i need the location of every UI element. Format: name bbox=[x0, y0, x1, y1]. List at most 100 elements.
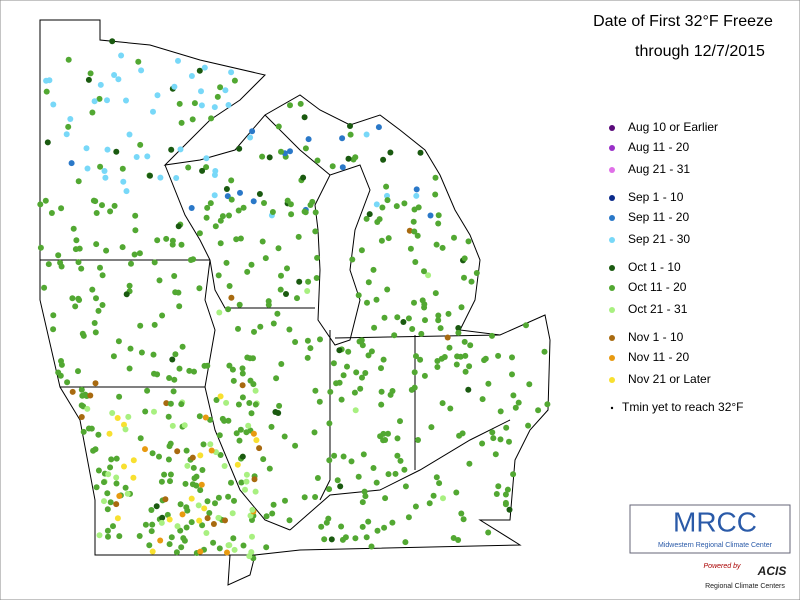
station-dot bbox=[467, 342, 474, 349]
station-dot bbox=[432, 290, 439, 297]
rcc: Regional Climate Centers bbox=[705, 583, 785, 590]
station-dot bbox=[359, 374, 365, 381]
station-dot bbox=[204, 515, 211, 522]
station-dot bbox=[381, 314, 388, 321]
station-dot bbox=[146, 542, 153, 549]
station-dot bbox=[203, 164, 210, 171]
station-dot bbox=[137, 322, 144, 329]
station-dot bbox=[207, 200, 214, 207]
station-dot bbox=[169, 356, 176, 363]
station-dot bbox=[138, 349, 145, 356]
legend-label: Nov 21 or Later bbox=[628, 372, 711, 386]
station-dot bbox=[239, 453, 246, 460]
station-dot bbox=[149, 450, 156, 457]
station-dot bbox=[311, 429, 318, 436]
station-dot bbox=[250, 430, 257, 437]
station-dot bbox=[427, 212, 434, 219]
legend-dot bbox=[609, 145, 615, 151]
station-dot bbox=[339, 164, 346, 171]
station-dot bbox=[294, 295, 300, 302]
station-dot bbox=[297, 100, 304, 107]
station-dot bbox=[252, 488, 259, 495]
station-dot bbox=[43, 77, 50, 84]
station-dot bbox=[173, 549, 180, 556]
station-dot bbox=[136, 250, 143, 257]
station-dot bbox=[272, 409, 279, 415]
station-dot bbox=[337, 483, 344, 490]
station-dot bbox=[127, 345, 134, 352]
station-dot bbox=[176, 100, 183, 107]
station-dot bbox=[75, 295, 82, 302]
station-dot bbox=[392, 470, 399, 477]
legend-dot bbox=[609, 307, 615, 313]
station-dot bbox=[166, 443, 173, 450]
station-dot bbox=[244, 268, 251, 275]
station-dot bbox=[107, 208, 114, 215]
station-dot bbox=[249, 533, 255, 540]
station-dot bbox=[376, 216, 383, 223]
station-dot bbox=[130, 457, 137, 464]
station-dot bbox=[381, 524, 388, 531]
station-dot bbox=[458, 304, 465, 311]
station-dot bbox=[387, 149, 394, 156]
legend-dot bbox=[609, 377, 615, 383]
station-dot bbox=[163, 235, 170, 242]
station-dot bbox=[441, 354, 448, 360]
station-dot bbox=[196, 285, 203, 292]
station-dot bbox=[401, 466, 408, 473]
station-dot bbox=[394, 452, 401, 459]
station-dot bbox=[373, 479, 380, 486]
station-dot bbox=[50, 101, 57, 108]
station-dot bbox=[76, 245, 83, 252]
station-dot bbox=[409, 326, 416, 332]
station-dot bbox=[266, 465, 273, 472]
station-dot bbox=[221, 417, 228, 424]
station-dot bbox=[506, 506, 513, 513]
station-dot bbox=[170, 388, 177, 395]
land bbox=[39, 19, 551, 586]
station-dot bbox=[167, 478, 173, 485]
station-dot bbox=[58, 358, 64, 364]
station-dot bbox=[489, 332, 495, 339]
station-dot bbox=[216, 309, 223, 316]
station-dot bbox=[333, 380, 340, 387]
station-dot bbox=[177, 501, 184, 508]
station-dot bbox=[128, 260, 134, 267]
station-dot bbox=[275, 123, 282, 130]
station-dot bbox=[345, 348, 352, 355]
station-dot bbox=[268, 423, 275, 430]
station-dot bbox=[405, 514, 412, 521]
station-dot bbox=[292, 442, 299, 449]
station-dot bbox=[97, 163, 104, 170]
station-dot bbox=[188, 205, 195, 211]
station-dot bbox=[340, 372, 347, 379]
station-dot bbox=[413, 353, 419, 360]
station-dot bbox=[506, 438, 512, 445]
station-dot bbox=[163, 400, 170, 407]
station-dot bbox=[206, 510, 213, 516]
station-dot bbox=[223, 186, 230, 192]
station-dot bbox=[270, 501, 277, 508]
station-dot bbox=[433, 474, 440, 481]
legend-dot bbox=[609, 265, 615, 271]
station-dot bbox=[208, 447, 215, 454]
station-dot bbox=[203, 155, 210, 162]
station-dot bbox=[357, 385, 364, 392]
title: Date of First 32°F Freeze bbox=[593, 13, 773, 30]
station-dot bbox=[336, 347, 343, 354]
station-dot bbox=[425, 272, 432, 279]
station-dot bbox=[215, 272, 222, 279]
station-dot bbox=[253, 437, 260, 444]
station-dot bbox=[417, 149, 424, 156]
station-dot bbox=[166, 375, 173, 381]
station-dot bbox=[125, 413, 132, 420]
station-dot bbox=[123, 291, 130, 298]
station-dot bbox=[383, 183, 390, 190]
station-dot bbox=[432, 191, 439, 198]
station-dot bbox=[355, 473, 362, 480]
station-dot bbox=[221, 463, 228, 469]
station-dot bbox=[196, 67, 203, 74]
station-dot bbox=[235, 401, 242, 408]
station-dot bbox=[495, 483, 502, 490]
legend-dot bbox=[609, 167, 615, 173]
